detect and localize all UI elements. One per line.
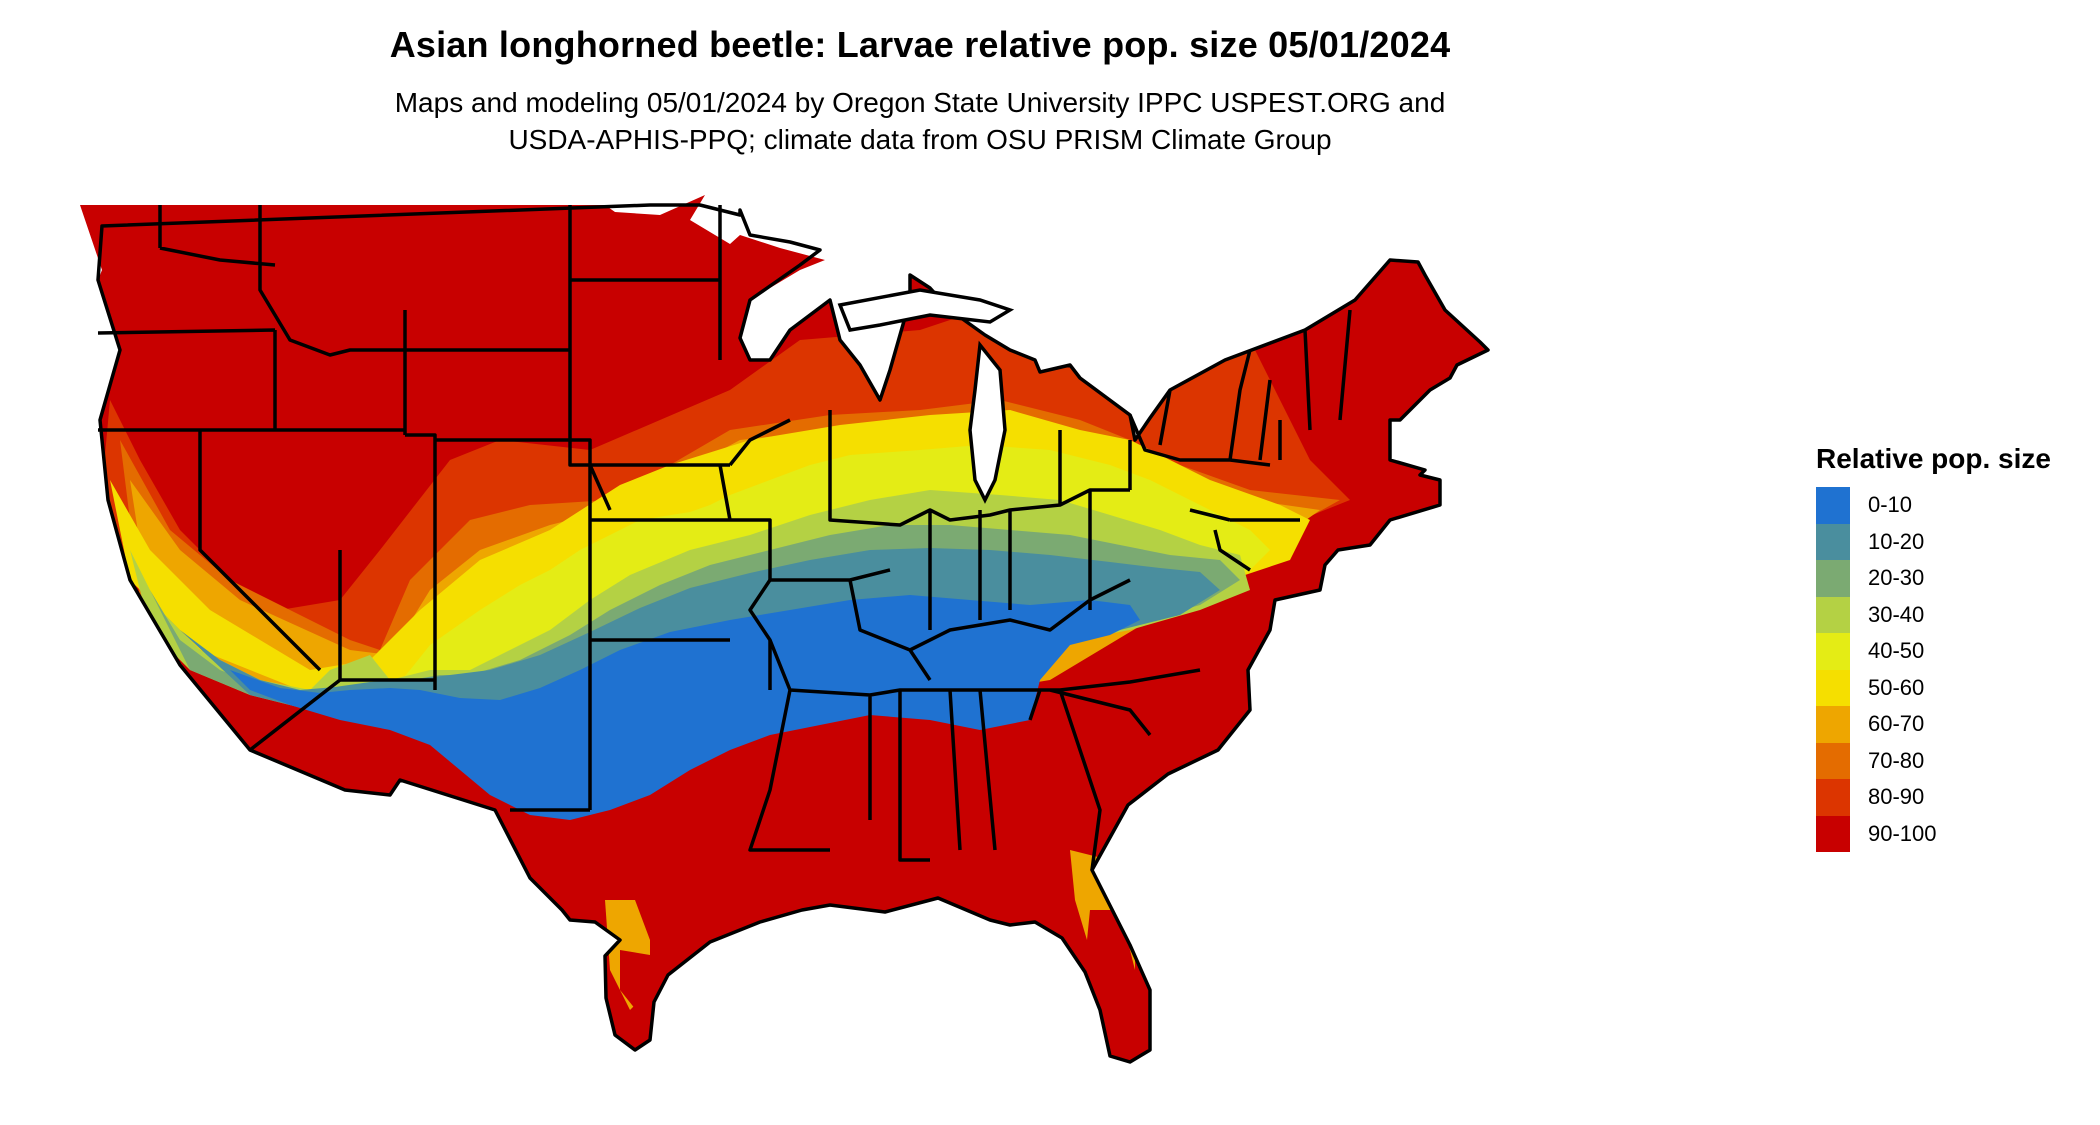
legend-swatch: [1816, 779, 1850, 816]
legend-item: 40-50: [1816, 633, 2086, 670]
legend-item: 80-90: [1816, 779, 2086, 816]
legend-label: 40-50: [1868, 638, 1925, 664]
map-subtitle: Maps and modeling 05/01/2024 by Oregon S…: [0, 84, 1840, 158]
legend-swatch: [1816, 523, 1850, 560]
state-boundaries: [96, 203, 1490, 1064]
legend: Relative pop. size 0-10 10-20 20-30 30-40 40…: [1816, 443, 2086, 852]
legend-item: 50-60: [1816, 669, 2086, 706]
legend-swatch: [1816, 742, 1850, 779]
lake-michigan: [968, 340, 1007, 504]
legend-item: 30-40: [1816, 596, 2086, 633]
conus-heat-map: [80, 195, 1490, 1064]
legend-item: 10-20: [1816, 523, 2086, 560]
legend-item: 20-30: [1816, 560, 2086, 597]
legend-label: 80-90: [1868, 784, 1925, 810]
band-texas-hot: [620, 950, 655, 1015]
legend-swatch: [1816, 633, 1850, 670]
legend-title: Relative pop. size: [1816, 443, 2051, 474]
subtitle-line-1: Maps and modeling 05/01/2024 by Oregon S…: [394, 87, 1446, 118]
legend-label: 50-60: [1868, 674, 1925, 700]
subtitle-line-2: USDA-APHIS-PPQ; climate data from OSU PR…: [508, 124, 1332, 155]
legend-swatch: [1816, 815, 1850, 852]
legend-item: 60-70: [1816, 706, 2086, 743]
legend-label: 70-80: [1868, 747, 1925, 773]
legend-item: 0-10: [1816, 487, 2086, 524]
legend-swatch: [1816, 706, 1850, 743]
great-lakes: [837, 288, 1015, 504]
legend-item: 90-100: [1816, 815, 2086, 852]
map-title: Asian longhorned beetle: Larvae relative…: [389, 24, 1451, 65]
legend-swatch: [1816, 487, 1850, 524]
legend-label: 60-70: [1868, 711, 1925, 737]
legend-label: 90-100: [1868, 820, 1937, 846]
legend-swatch: [1816, 669, 1850, 706]
lake-superior: [837, 288, 1015, 332]
legend-label: 30-40: [1868, 601, 1925, 627]
legend-item: 70-80: [1816, 742, 2086, 779]
legend-label: 10-20: [1868, 528, 1925, 554]
band-florida-hot: [1085, 910, 1140, 1040]
legend-swatch: [1816, 596, 1850, 633]
legend-swatch: [1816, 560, 1850, 597]
legend-label: 20-30: [1868, 565, 1925, 591]
legend-label: 0-10: [1868, 492, 1913, 518]
legend-items: 0-10 10-20 20-30 30-40 40-50 50-60 60-70 70-80 8…: [1816, 487, 2086, 852]
